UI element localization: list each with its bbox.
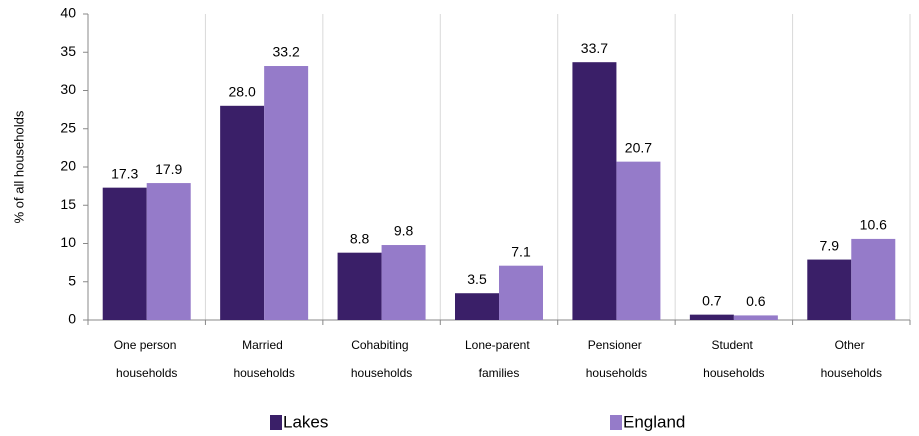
y-tick-label: 20 [60, 158, 76, 174]
y-tick-label: 30 [60, 81, 76, 97]
x-tick-label: One person households [114, 338, 180, 380]
bar [572, 62, 617, 320]
data-label: 7.9 [820, 237, 840, 253]
x-tick-label-line: households [116, 366, 177, 380]
data-label: 8.8 [350, 230, 370, 246]
y-tick-label: 5 [68, 272, 76, 288]
y-tick-label: 0 [68, 311, 76, 327]
legend-swatch [270, 415, 282, 430]
bar [264, 66, 309, 321]
bar [851, 238, 896, 320]
bar [102, 187, 147, 320]
x-tick-label-line: One person [114, 338, 180, 352]
x-tick-label: Married households [233, 338, 294, 380]
x-tick-label: Student households [703, 338, 764, 380]
bar [220, 105, 265, 320]
x-tick-label-line: households [821, 366, 882, 380]
data-label: 7.1 [511, 243, 531, 259]
x-tick-label-line: Married [242, 338, 286, 352]
y-tick-label: 40 [60, 5, 76, 21]
data-label: 33.2 [273, 44, 300, 60]
x-tick-label: Lone-parent families [465, 338, 533, 380]
data-label: 33.7 [581, 40, 608, 56]
legend-label: Lakes [283, 412, 328, 431]
x-tick-label-line: households [351, 366, 412, 380]
x-tick-label-line: Pensioner [588, 338, 645, 352]
x-tick-label-line: households [703, 366, 764, 380]
bar [337, 252, 382, 320]
data-label: 20.7 [625, 139, 652, 155]
y-tick-label: 15 [60, 196, 76, 212]
data-label: 28.0 [229, 84, 256, 100]
data-label: 10.6 [860, 217, 887, 233]
x-tick-label-line: families [479, 366, 520, 380]
x-tick-label: Pensioner households [586, 338, 647, 380]
bar [381, 245, 426, 320]
data-label: 17.9 [155, 161, 182, 177]
x-tick-label-line: households [233, 366, 294, 380]
x-tick-label-line: households [586, 366, 647, 380]
x-tick-label-line: Student [712, 338, 757, 352]
bar [616, 161, 661, 320]
y-tick-label: 25 [60, 119, 76, 135]
x-tick-label-line: Cohabiting [351, 338, 412, 352]
bar [146, 183, 191, 320]
bar [689, 314, 734, 320]
bar [807, 259, 852, 320]
data-label: 0.7 [702, 292, 722, 308]
x-tick-label-line: Lone-parent [465, 338, 533, 352]
data-label: 0.6 [746, 293, 766, 309]
x-tick-label: Other households [821, 338, 882, 380]
data-label: 9.8 [394, 223, 414, 239]
y-tick-label: 10 [60, 234, 76, 250]
bar [733, 315, 778, 320]
legend-swatch [610, 415, 622, 430]
x-tick-label: Cohabiting households [351, 338, 412, 380]
x-tick-label-line: Other [835, 338, 868, 352]
bar [455, 293, 499, 320]
y-tick-label: 35 [60, 43, 76, 59]
bar [499, 265, 543, 320]
legend-label: England [623, 412, 685, 431]
y-axis-label: % of all households [11, 110, 26, 223]
data-label: 17.3 [111, 165, 138, 181]
data-label: 3.5 [467, 271, 487, 287]
